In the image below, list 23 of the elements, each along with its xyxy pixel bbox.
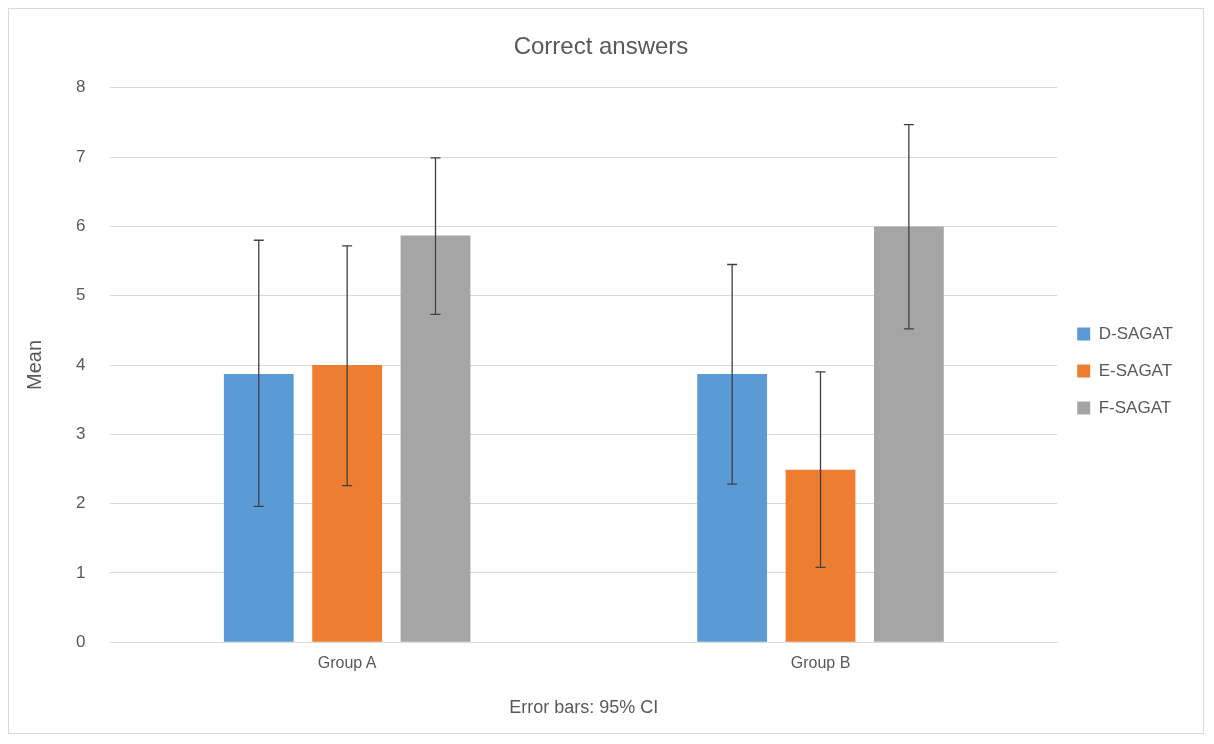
y-tick-label: 1 xyxy=(75,562,86,582)
bar xyxy=(873,226,944,642)
y-tick-label: 6 xyxy=(75,216,86,236)
y-tick-label: 5 xyxy=(75,285,86,305)
y-tick-label: 8 xyxy=(75,77,86,97)
legend-label: D-SAGAT xyxy=(1098,323,1174,343)
y-axis-title: Mean xyxy=(22,339,45,391)
bar xyxy=(312,365,383,642)
x-axis-title: Error bars: 95% CI xyxy=(509,697,659,718)
y-tick-label: 0 xyxy=(75,631,86,651)
x-tick-label: Group A xyxy=(317,654,377,672)
y-tick-label: 7 xyxy=(75,146,86,166)
bar xyxy=(785,469,856,642)
legend-label: F-SAGAT xyxy=(1098,397,1172,417)
y-tick-label: 4 xyxy=(75,354,86,374)
x-tick-label: Group B xyxy=(790,654,851,672)
legend-label: E-SAGAT xyxy=(1098,360,1173,380)
y-tick-label: 3 xyxy=(75,423,86,443)
y-tick-label: 2 xyxy=(75,493,86,513)
bar xyxy=(697,374,768,642)
bar xyxy=(400,235,471,642)
chart-title: Correct answers xyxy=(513,32,689,60)
bar xyxy=(223,374,294,642)
